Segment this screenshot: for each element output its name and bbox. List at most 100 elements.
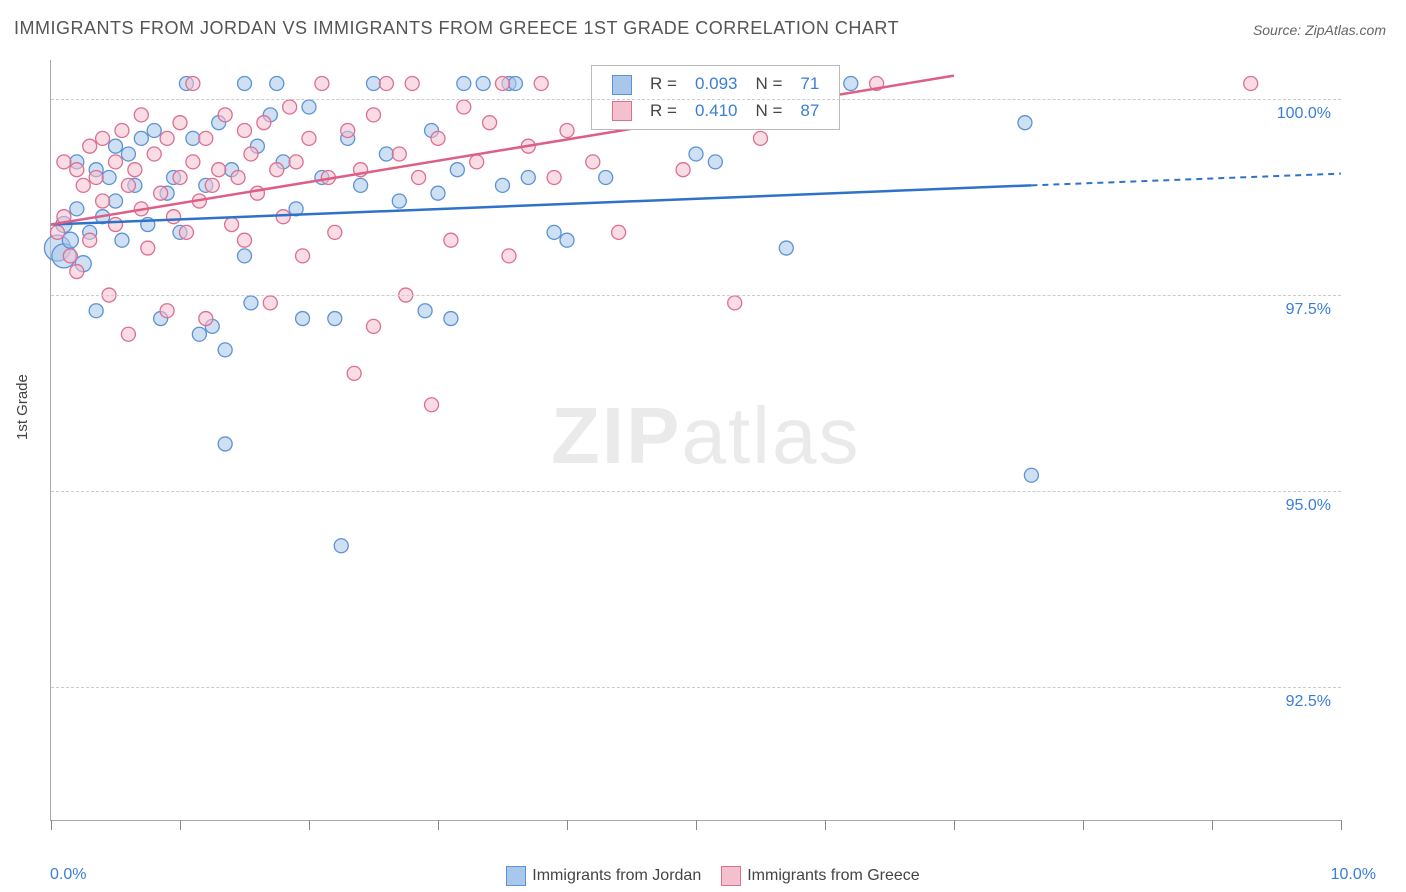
- scatter-point-greece: [115, 124, 129, 138]
- x-tick-mark: [1212, 820, 1213, 830]
- scatter-point-greece: [186, 155, 200, 169]
- scatter-point-jordan: [392, 194, 406, 208]
- legend-label: Immigrants from Jordan: [532, 867, 701, 884]
- scatter-point-greece: [147, 147, 161, 161]
- scatter-point-greece: [367, 319, 381, 333]
- scatter-point-jordan: [708, 155, 722, 169]
- gridline: [51, 491, 1341, 492]
- legend-swatch-jordan: [612, 75, 632, 95]
- stat-n-label: N =: [747, 72, 790, 97]
- scatter-point-jordan: [328, 312, 342, 326]
- gridline: [51, 295, 1341, 296]
- scatter-point-greece: [57, 155, 71, 169]
- scatter-point-jordan: [779, 241, 793, 255]
- scatter-point-jordan: [1018, 116, 1032, 130]
- y-tick-label: 100.0%: [1277, 105, 1331, 123]
- y-axis-label: 1st Grade: [14, 374, 31, 440]
- scatter-point-greece: [560, 124, 574, 138]
- scatter-point-greece: [547, 171, 561, 185]
- scatter-point-greece: [141, 241, 155, 255]
- scatter-point-greece: [283, 100, 297, 114]
- scatter-point-jordan: [147, 124, 161, 138]
- scatter-point-greece: [186, 77, 200, 91]
- scatter-point-greece: [160, 304, 174, 318]
- scatter-point-greece: [1244, 77, 1258, 91]
- scatter-point-greece: [63, 249, 77, 263]
- scatter-point-jordan: [296, 312, 310, 326]
- scatter-point-greece: [244, 147, 258, 161]
- scatter-point-jordan: [121, 147, 135, 161]
- scatter-point-jordan: [109, 194, 123, 208]
- legend-label: Immigrants from Greece: [747, 867, 919, 884]
- scatter-point-jordan: [238, 77, 252, 91]
- scatter-point-greece: [502, 249, 516, 263]
- scatter-point-greece: [367, 108, 381, 122]
- x-tick-mark: [954, 820, 955, 830]
- legend-swatch-greece: [612, 101, 632, 121]
- scatter-point-jordan: [186, 131, 200, 145]
- legend-swatch: [721, 866, 741, 886]
- legend-swatch: [506, 866, 526, 886]
- scatter-point-greece: [341, 124, 355, 138]
- x-tick-mark: [696, 820, 697, 830]
- scatter-point-greece: [586, 155, 600, 169]
- x-tick-mark: [567, 820, 568, 830]
- scatter-point-greece: [83, 139, 97, 153]
- scatter-point-greece: [154, 186, 168, 200]
- x-tick-mark: [309, 820, 310, 830]
- scatter-point-jordan: [418, 304, 432, 318]
- scatter-point-greece: [134, 108, 148, 122]
- scatter-point-greece: [328, 225, 342, 239]
- scatter-point-greece: [676, 163, 690, 177]
- scatter-point-jordan: [476, 77, 490, 91]
- scatter-point-jordan: [560, 233, 574, 247]
- gridline: [51, 687, 1341, 688]
- scatter-point-jordan: [599, 171, 613, 185]
- y-tick-label: 92.5%: [1286, 693, 1331, 711]
- scatter-point-jordan: [689, 147, 703, 161]
- scatter-point-greece: [173, 171, 187, 185]
- bottom-legend: Immigrants from Jordan Immigrants from Gr…: [0, 866, 1406, 886]
- stat-n-value: 71: [792, 72, 827, 97]
- scatter-point-jordan: [508, 77, 522, 91]
- scatter-point-greece: [270, 163, 284, 177]
- scatter-point-jordan: [334, 539, 348, 553]
- scatter-point-greece: [296, 249, 310, 263]
- stat-r-value: 0.093: [687, 72, 746, 97]
- scatter-point-jordan: [102, 171, 116, 185]
- scatter-point-jordan: [1024, 468, 1038, 482]
- scatter-point-greece: [89, 171, 103, 185]
- stat-legend-table: R =0.093N =71R =0.410N =87: [602, 70, 829, 125]
- scatter-point-greece: [754, 131, 768, 145]
- scatter-point-greece: [257, 116, 271, 130]
- scatter-point-greece: [199, 131, 213, 145]
- scatter-point-jordan: [302, 100, 316, 114]
- x-tick-mark: [438, 820, 439, 830]
- x-tick-mark: [180, 820, 181, 830]
- source-label: Source: ZipAtlas.com: [1253, 22, 1386, 38]
- scatter-point-greece: [205, 178, 219, 192]
- scatter-point-jordan: [844, 77, 858, 91]
- stat-r-label: R =: [642, 72, 685, 97]
- chart-title: IMMIGRANTS FROM JORDAN VS IMMIGRANTS FRO…: [14, 18, 899, 39]
- scatter-point-greece: [128, 163, 142, 177]
- scatter-point-greece: [238, 233, 252, 247]
- scatter-point-greece: [347, 366, 361, 380]
- scatter-point-jordan: [379, 147, 393, 161]
- y-tick-label: 97.5%: [1286, 301, 1331, 319]
- scatter-point-greece: [96, 194, 110, 208]
- y-tick-label: 95.0%: [1286, 497, 1331, 515]
- scatter-point-greece: [76, 178, 90, 192]
- scatter-point-greece: [96, 131, 110, 145]
- scatter-point-greece: [392, 147, 406, 161]
- scatter-point-jordan: [238, 249, 252, 263]
- scatter-point-jordan: [115, 233, 129, 247]
- stat-n-label: N =: [747, 99, 790, 124]
- scatter-point-greece: [612, 225, 626, 239]
- gridline: [51, 99, 1341, 100]
- scatter-point-jordan: [134, 131, 148, 145]
- scatter-point-greece: [121, 178, 135, 192]
- scatter-point-greece: [412, 171, 426, 185]
- stat-r-label: R =: [642, 99, 685, 124]
- scatter-point-jordan: [89, 304, 103, 318]
